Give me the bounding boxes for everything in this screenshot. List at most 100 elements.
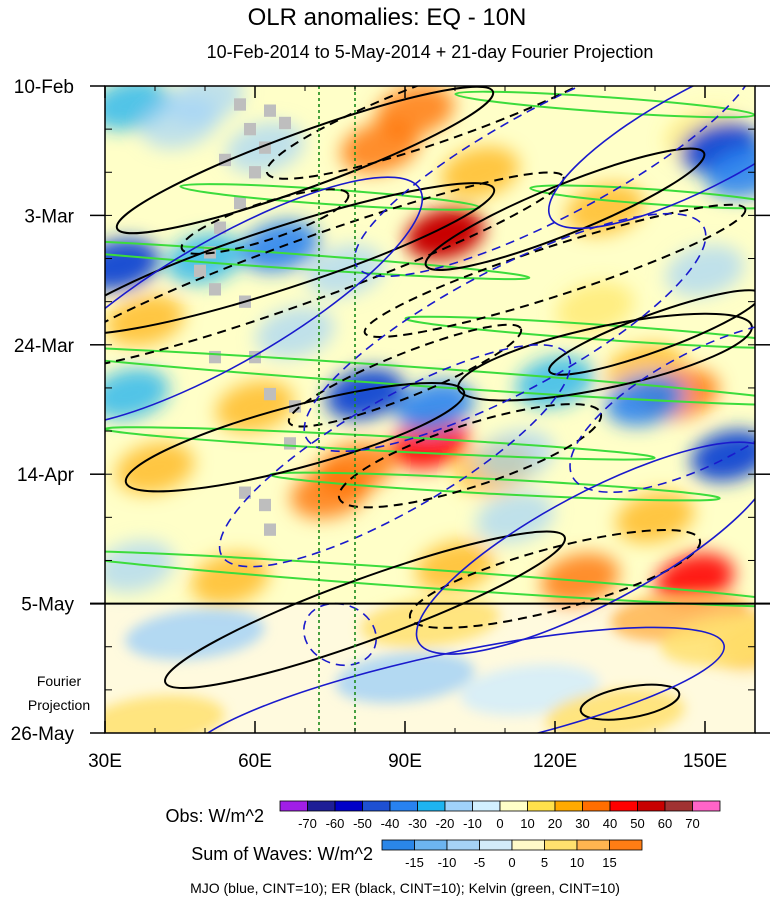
mjo-contour (105, 176, 424, 427)
mjo-contour (415, 441, 755, 655)
obs-colorbar-swatch (637, 800, 666, 812)
anomaly-blob (705, 146, 755, 199)
obs-colorbar-label: 0 (496, 816, 503, 831)
anomaly-blob (565, 183, 645, 236)
y-tick-label: 26-May (11, 724, 75, 745)
anomaly-blob (105, 368, 170, 420)
waves-colorbar-swatch (609, 839, 643, 851)
anomaly-blob (190, 553, 270, 605)
er-contour (457, 312, 753, 402)
mjo-contour (302, 602, 378, 667)
mjo-contour (303, 212, 707, 453)
waves-colorbar-swatch (381, 839, 415, 851)
anomaly-blob (140, 97, 220, 149)
obs-colorbar-label: -40 (381, 816, 400, 831)
waves-colorbar-swatch (414, 839, 448, 851)
waves-colorbar-label: -10 (438, 855, 457, 870)
obs-colorbar-swatch (307, 800, 336, 812)
obs-colorbar-label: -30 (408, 816, 427, 831)
missing-cell (214, 221, 226, 234)
er-contour (115, 86, 495, 235)
anomaly-blob (440, 146, 520, 199)
projection-blob (105, 695, 225, 733)
obs-colorbar-swatch (609, 800, 638, 812)
er-contour (105, 182, 496, 335)
er-contour (105, 171, 565, 371)
kelvin-contour (529, 184, 755, 210)
anomaly-blob (475, 491, 555, 544)
missing-cell (259, 498, 271, 512)
contours-caption: MJO (blue, CINT=10); ER (black, CINT=10)… (190, 880, 620, 896)
chart-subtitle: 10-Feb-2014 to 5-May-2014 + 21-day Fouri… (207, 42, 654, 62)
plot-area (105, 86, 755, 733)
waves-colorbar-label: 15 (602, 855, 616, 870)
waves-colorbar-label: -5 (474, 855, 486, 870)
anomaly-blob (540, 553, 620, 605)
obs-colorbar-label: 30 (575, 816, 589, 831)
y-axis: 10-Feb 3-Mar 24-Mar 14-Apr 5-May 26-May (11, 77, 770, 745)
obs-colorbar-swatch (389, 800, 418, 812)
anomaly-blob (255, 306, 335, 359)
projection-blob (335, 651, 475, 704)
obs-colorbar-swatch (554, 800, 583, 812)
anomaly-blob (395, 380, 475, 433)
obs-colorbar-label: 50 (630, 816, 644, 831)
obs-colorbar-label: 60 (658, 816, 672, 831)
obs-colorbar-swatch (472, 800, 501, 812)
er-contour (265, 86, 645, 180)
er-contour (287, 323, 523, 428)
mjo-contour (353, 86, 755, 278)
obs-colorbar-label: -10 (463, 816, 482, 831)
obs-colorbar-label: -60 (326, 816, 345, 831)
y-tick-label: 24-Mar (14, 336, 75, 357)
waves-colorbar-swatch (576, 839, 610, 851)
er-contour (180, 188, 350, 255)
obs-colorbar-swatch (499, 800, 528, 812)
waves-colorbar-label: 10 (570, 855, 584, 870)
missing-cell (209, 350, 221, 364)
obs-legend-label: Obs: W/m^2 (166, 806, 264, 826)
obs-colorbar-swatch (279, 800, 308, 812)
anomaly-blob (105, 294, 185, 346)
obs-colorbar-swatch (664, 800, 693, 812)
anomaly-blob (105, 238, 160, 291)
obs-colorbar: -70 -60 -50 -40 -30 -20 -10 0 10 20 30 40 50 60 70 (279, 800, 721, 831)
kelvin-contour (105, 550, 755, 608)
missing-cell (279, 116, 291, 130)
missing-cell (244, 122, 256, 136)
x-tick-label: 30E (88, 751, 122, 772)
projection-blob (360, 596, 500, 648)
obs-colorbar-swatch (417, 800, 446, 812)
er-contour (424, 147, 706, 271)
missing-cell (264, 387, 276, 401)
mjo-contour (185, 626, 725, 733)
mjo-contour (547, 86, 755, 230)
obs-colorbar-label: -20 (436, 816, 455, 831)
projection-label-line2: Projection (28, 697, 90, 713)
obs-colorbar-label: 20 (548, 816, 562, 831)
missing-cell (209, 283, 221, 296)
obs-colorbar-swatch (334, 800, 363, 812)
mjo-contours (105, 86, 755, 733)
anomaly-blob (405, 208, 485, 260)
er-contour (579, 683, 681, 721)
plot-frame (104, 85, 756, 734)
missing-cell (234, 98, 246, 111)
obs-colorbar-label: 70 (685, 816, 699, 831)
waves-colorbar-swatch (479, 839, 513, 851)
missing-cell (284, 437, 296, 450)
obs-colorbar-swatch (444, 800, 473, 812)
x-tick-label: 90E (388, 751, 422, 772)
x-tick-label: 60E (238, 751, 272, 772)
obs-colorbar-label: -50 (353, 816, 372, 831)
waves-colorbar-label: 0 (508, 855, 515, 870)
er-contours (105, 86, 755, 721)
waves-colorbar-swatch (544, 839, 578, 851)
anomaly-blob (555, 282, 635, 334)
x-axis: 30E 60E 90E 120E 150E (88, 86, 756, 772)
mjo-contour (218, 343, 572, 568)
y-tick-label: 10-Feb (14, 77, 74, 98)
projection-blob (660, 614, 755, 667)
obs-colorbar-label: -70 (298, 816, 317, 831)
